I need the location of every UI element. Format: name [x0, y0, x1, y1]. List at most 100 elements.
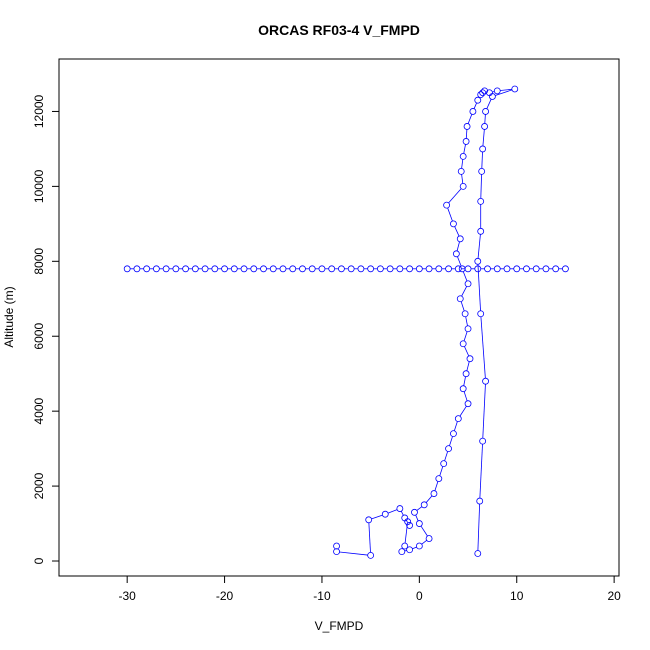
series-segment: [420, 525, 428, 537]
data-point: [415, 265, 423, 273]
data-point: [240, 265, 248, 273]
series-segment: [484, 114, 486, 124]
data-point: [481, 123, 489, 130]
data-point: [404, 518, 412, 526]
data-point: [445, 445, 452, 453]
data-point: [477, 91, 485, 98]
series-segment: [449, 436, 453, 446]
series-segment: [463, 331, 468, 341]
series-segment: [473, 102, 477, 109]
series-segment: [434, 481, 439, 491]
chart-title: ORCAS RF03-4 V_FMPD: [258, 22, 420, 38]
y-tick-label: 8000: [32, 248, 46, 275]
data-point: [367, 265, 375, 273]
data-point: [452, 250, 460, 258]
data-point: [466, 355, 474, 363]
data-point: [462, 370, 470, 378]
data-point: [365, 516, 373, 524]
data-point: [477, 227, 485, 235]
series-segment: [464, 346, 470, 357]
x-tick-label: 10: [510, 589, 524, 603]
x-tick-label: -10: [313, 589, 331, 603]
x-tick-label: -30: [119, 589, 137, 603]
x-tick-label: 20: [607, 589, 621, 603]
series-segment: [477, 504, 481, 551]
series-segment: [495, 89, 513, 96]
data-point: [201, 265, 209, 273]
data-point: [456, 295, 464, 303]
series-segment: [482, 384, 486, 439]
series-0: [333, 85, 519, 559]
data-point: [481, 87, 489, 95]
data-point: [493, 87, 501, 95]
data-point: [461, 310, 469, 318]
x-axis: -30 -20 -10 0 10 20: [119, 576, 621, 603]
data-point: [396, 505, 404, 512]
data-point: [542, 265, 550, 273]
series-segment: [460, 301, 465, 312]
data-point: [230, 265, 238, 273]
series-segment: [486, 99, 492, 109]
series-segment: [439, 466, 444, 476]
y-tick-label: 4000: [32, 397, 46, 424]
y-tick-label: 0: [32, 557, 46, 564]
data-point: [401, 542, 409, 550]
data-point: [430, 490, 438, 497]
data-point: [386, 265, 394, 273]
series-segment: [465, 316, 468, 326]
data-point: [562, 265, 569, 273]
data-point: [333, 542, 340, 550]
data-point: [474, 257, 482, 265]
series-segment: [477, 234, 481, 259]
data-point: [488, 93, 496, 100]
series-segment: [444, 451, 449, 461]
series-segment: [404, 524, 408, 544]
data-point: [469, 108, 477, 115]
data-point: [435, 475, 443, 482]
series-segment: [479, 444, 483, 499]
data-point: [398, 548, 406, 556]
data-point: [478, 167, 486, 175]
data-point: [357, 265, 365, 273]
data-point: [464, 280, 472, 288]
data-point: [459, 182, 467, 190]
series-segment: [456, 241, 460, 252]
data-point: [454, 415, 462, 423]
data-point: [456, 235, 464, 243]
data-point: [425, 265, 433, 273]
data-point: [172, 265, 180, 273]
series-segment: [412, 546, 417, 550]
data-point: [396, 265, 404, 273]
data-point: [523, 265, 530, 273]
data-point: [464, 400, 472, 408]
data-point: [450, 220, 457, 228]
series-segment: [457, 256, 462, 267]
y-tick-label: 2000: [32, 472, 46, 499]
data-point: [474, 265, 482, 273]
series-segment: [461, 159, 464, 169]
data-point: [493, 265, 501, 273]
data-point: [479, 145, 487, 153]
series-segment: [461, 174, 464, 184]
data-point: [269, 265, 277, 273]
data-point: [143, 265, 151, 273]
data-point: [376, 265, 384, 273]
data-point: [211, 265, 219, 273]
series-segment: [406, 520, 409, 524]
data-point: [328, 265, 336, 273]
data-point: [333, 548, 340, 556]
data-point: [445, 265, 452, 273]
data-point: [482, 377, 489, 385]
series-segment: [447, 207, 453, 222]
data-point: [308, 265, 316, 273]
series-segment: [467, 114, 473, 124]
series-segment: [425, 495, 433, 503]
series-1: [123, 265, 569, 273]
data-point: [123, 265, 131, 273]
data-point: [454, 265, 462, 273]
x-axis-label: V_FMPD: [315, 619, 364, 633]
series-segment: [461, 286, 468, 297]
data-point: [182, 265, 190, 273]
data-point: [133, 265, 141, 273]
data-point: [511, 85, 519, 93]
